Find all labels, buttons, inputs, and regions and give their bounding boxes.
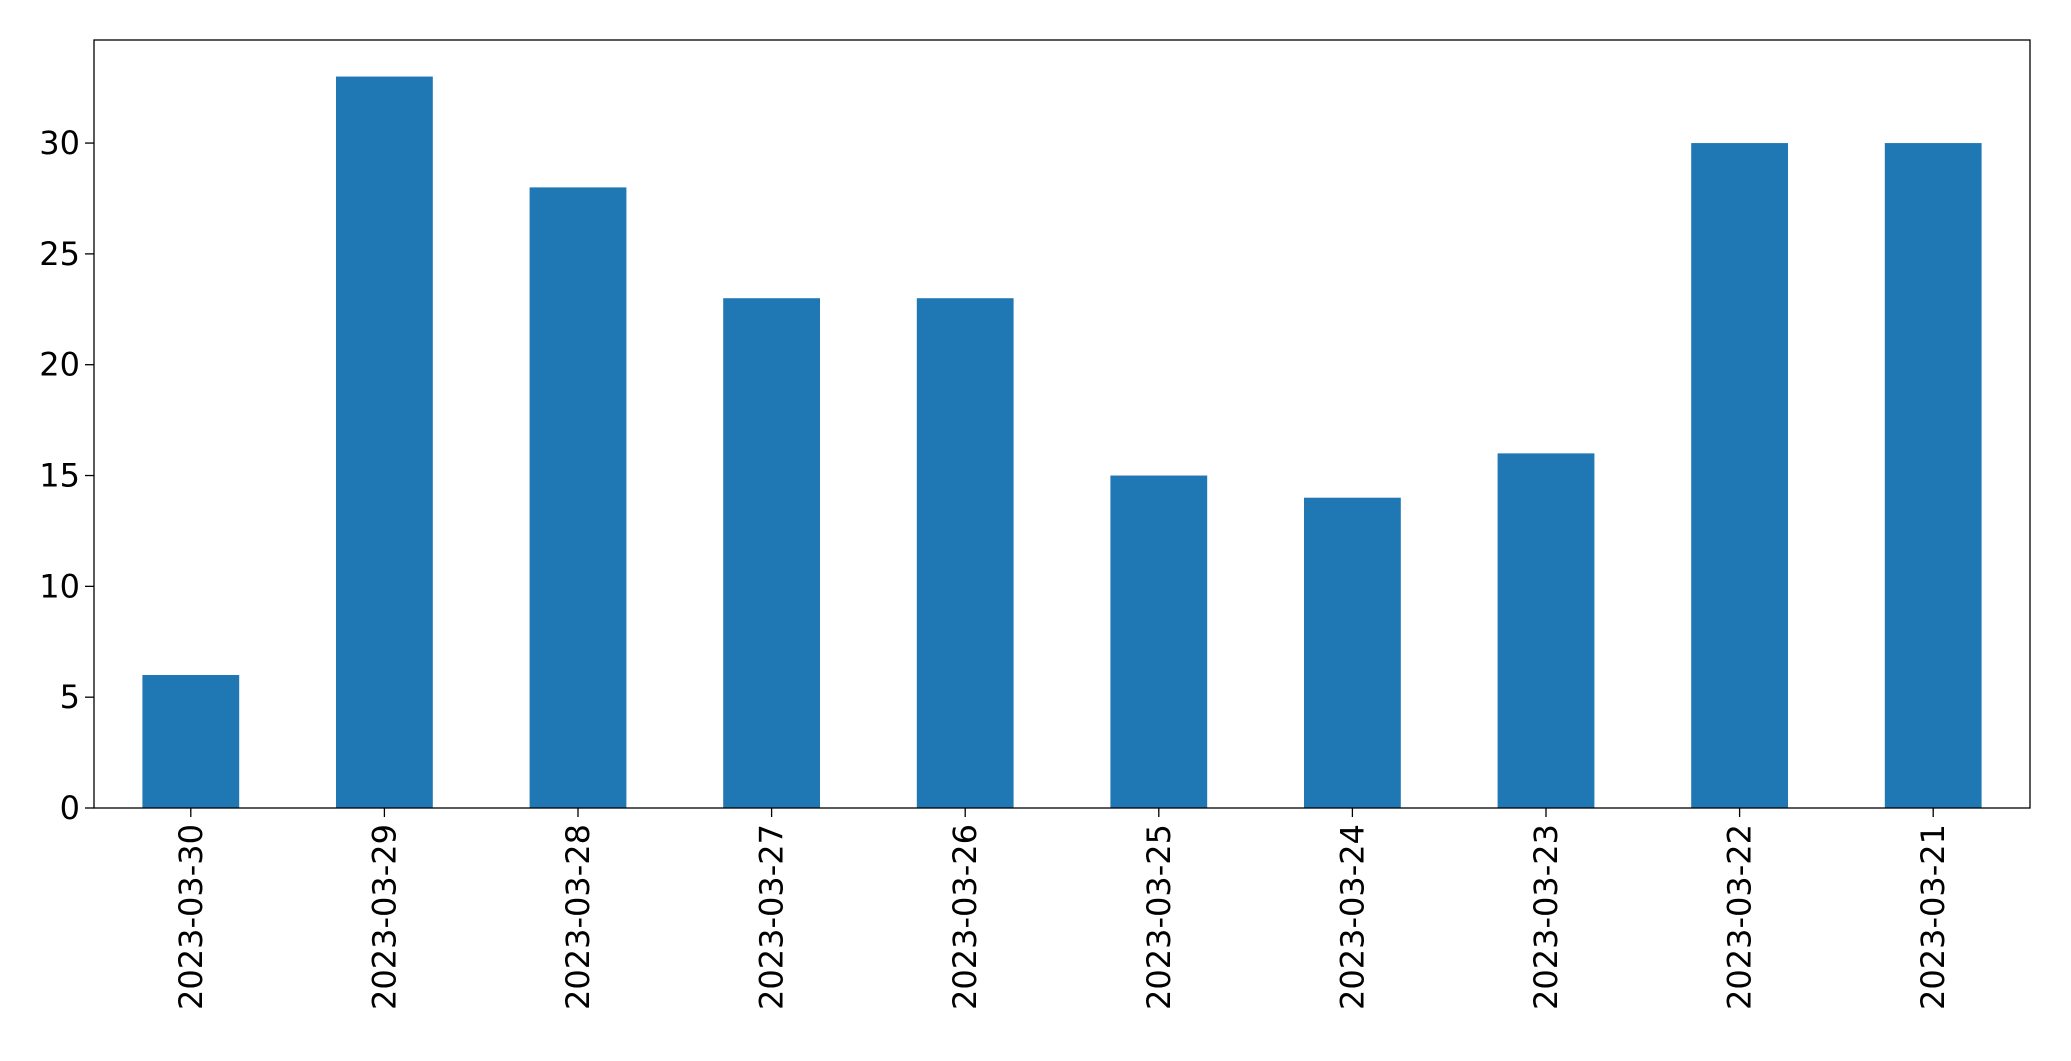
y-tick-label: 30 bbox=[39, 124, 80, 162]
plot-frame bbox=[93, 39, 2031, 809]
x-tick-label: 2023-03-25 bbox=[1140, 824, 1178, 1010]
x-tick-label: 2023-03-30 bbox=[172, 824, 210, 1010]
y-tick-label: 20 bbox=[39, 346, 80, 384]
x-tick-label: 2023-03-27 bbox=[753, 824, 791, 1010]
bar bbox=[1884, 143, 1982, 808]
y-tick-label: 0 bbox=[60, 789, 80, 827]
x-tick-label: 2023-03-22 bbox=[1721, 824, 1759, 1010]
x-tick-label: 2023-03-21 bbox=[1914, 824, 1952, 1010]
bar bbox=[336, 76, 433, 809]
bar bbox=[1691, 143, 1788, 808]
y-tick-label: 25 bbox=[39, 235, 80, 273]
x-tick-label: 2023-03-23 bbox=[1527, 824, 1565, 1010]
x-tick-label: 2023-03-28 bbox=[559, 824, 597, 1010]
bar bbox=[529, 187, 627, 809]
bar bbox=[1304, 497, 1401, 808]
x-tick-label: 2023-03-26 bbox=[946, 824, 984, 1010]
bar bbox=[1110, 475, 1208, 808]
y-tick-label: 5 bbox=[60, 678, 80, 716]
bar bbox=[1497, 453, 1595, 808]
x-tick-label: 2023-03-29 bbox=[365, 824, 403, 1010]
x-tick-label: 2023-03-24 bbox=[1333, 824, 1371, 1010]
bar bbox=[142, 675, 240, 808]
bar bbox=[916, 298, 1014, 808]
bar bbox=[723, 298, 820, 808]
y-tick-label: 10 bbox=[39, 567, 80, 605]
y-tick-label: 15 bbox=[39, 457, 80, 495]
